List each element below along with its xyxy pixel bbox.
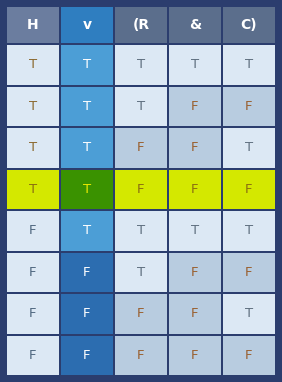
Bar: [223, 86, 275, 126]
Bar: [223, 170, 275, 209]
Text: F: F: [191, 183, 199, 196]
Bar: [223, 45, 275, 84]
Bar: [169, 335, 221, 375]
Text: T: T: [245, 307, 253, 320]
Text: T: T: [83, 100, 91, 113]
Bar: [169, 211, 221, 251]
Bar: [115, 128, 167, 167]
Text: F: F: [191, 141, 199, 154]
Bar: [7, 86, 59, 126]
Text: F: F: [191, 349, 199, 362]
Text: F: F: [137, 349, 145, 362]
Bar: [7, 211, 59, 251]
Text: F: F: [29, 349, 37, 362]
Text: F: F: [191, 307, 199, 320]
Text: T: T: [245, 141, 253, 154]
Text: T: T: [29, 141, 37, 154]
Text: T: T: [29, 183, 37, 196]
Bar: [169, 170, 221, 209]
Text: T: T: [191, 58, 199, 71]
Text: F: F: [245, 183, 253, 196]
Text: F: F: [29, 266, 37, 279]
Text: H: H: [27, 18, 39, 32]
Bar: [115, 170, 167, 209]
Text: T: T: [83, 58, 91, 71]
Text: F: F: [245, 266, 253, 279]
Text: T: T: [83, 224, 91, 237]
Bar: [7, 170, 59, 209]
Text: F: F: [191, 266, 199, 279]
Bar: [223, 294, 275, 333]
Bar: [115, 253, 167, 292]
Bar: [7, 253, 59, 292]
Bar: [223, 335, 275, 375]
Bar: [223, 128, 275, 167]
Bar: [223, 211, 275, 251]
Bar: [115, 7, 167, 43]
Bar: [223, 253, 275, 292]
Text: T: T: [137, 266, 145, 279]
Bar: [169, 253, 221, 292]
Bar: [7, 335, 59, 375]
Text: T: T: [245, 224, 253, 237]
Text: F: F: [83, 349, 91, 362]
Text: F: F: [137, 141, 145, 154]
Bar: [7, 128, 59, 167]
Text: T: T: [137, 224, 145, 237]
Bar: [61, 294, 113, 333]
Bar: [7, 7, 59, 43]
Bar: [61, 128, 113, 167]
Text: C): C): [241, 18, 257, 32]
Text: F: F: [245, 100, 253, 113]
Bar: [169, 7, 221, 43]
Bar: [61, 253, 113, 292]
Text: &: &: [189, 18, 201, 32]
Text: T: T: [191, 224, 199, 237]
Text: T: T: [245, 58, 253, 71]
Bar: [115, 335, 167, 375]
Text: F: F: [83, 307, 91, 320]
Bar: [61, 86, 113, 126]
Bar: [61, 211, 113, 251]
Bar: [115, 211, 167, 251]
Bar: [61, 7, 113, 43]
Text: T: T: [83, 141, 91, 154]
Text: F: F: [137, 183, 145, 196]
Bar: [61, 45, 113, 84]
Bar: [61, 335, 113, 375]
Text: T: T: [29, 100, 37, 113]
Bar: [61, 170, 113, 209]
Bar: [223, 7, 275, 43]
Bar: [169, 45, 221, 84]
Text: F: F: [245, 349, 253, 362]
Text: T: T: [137, 100, 145, 113]
Text: T: T: [29, 58, 37, 71]
Bar: [7, 294, 59, 333]
Text: T: T: [137, 58, 145, 71]
Bar: [169, 294, 221, 333]
Text: F: F: [137, 307, 145, 320]
Bar: [115, 294, 167, 333]
Text: F: F: [29, 307, 37, 320]
Bar: [169, 86, 221, 126]
Text: (R: (R: [133, 18, 149, 32]
Text: T: T: [83, 183, 91, 196]
Text: F: F: [83, 266, 91, 279]
Bar: [7, 45, 59, 84]
Text: v: v: [83, 18, 91, 32]
Bar: [169, 128, 221, 167]
Text: F: F: [29, 224, 37, 237]
Bar: [115, 86, 167, 126]
Text: F: F: [191, 100, 199, 113]
Bar: [115, 45, 167, 84]
